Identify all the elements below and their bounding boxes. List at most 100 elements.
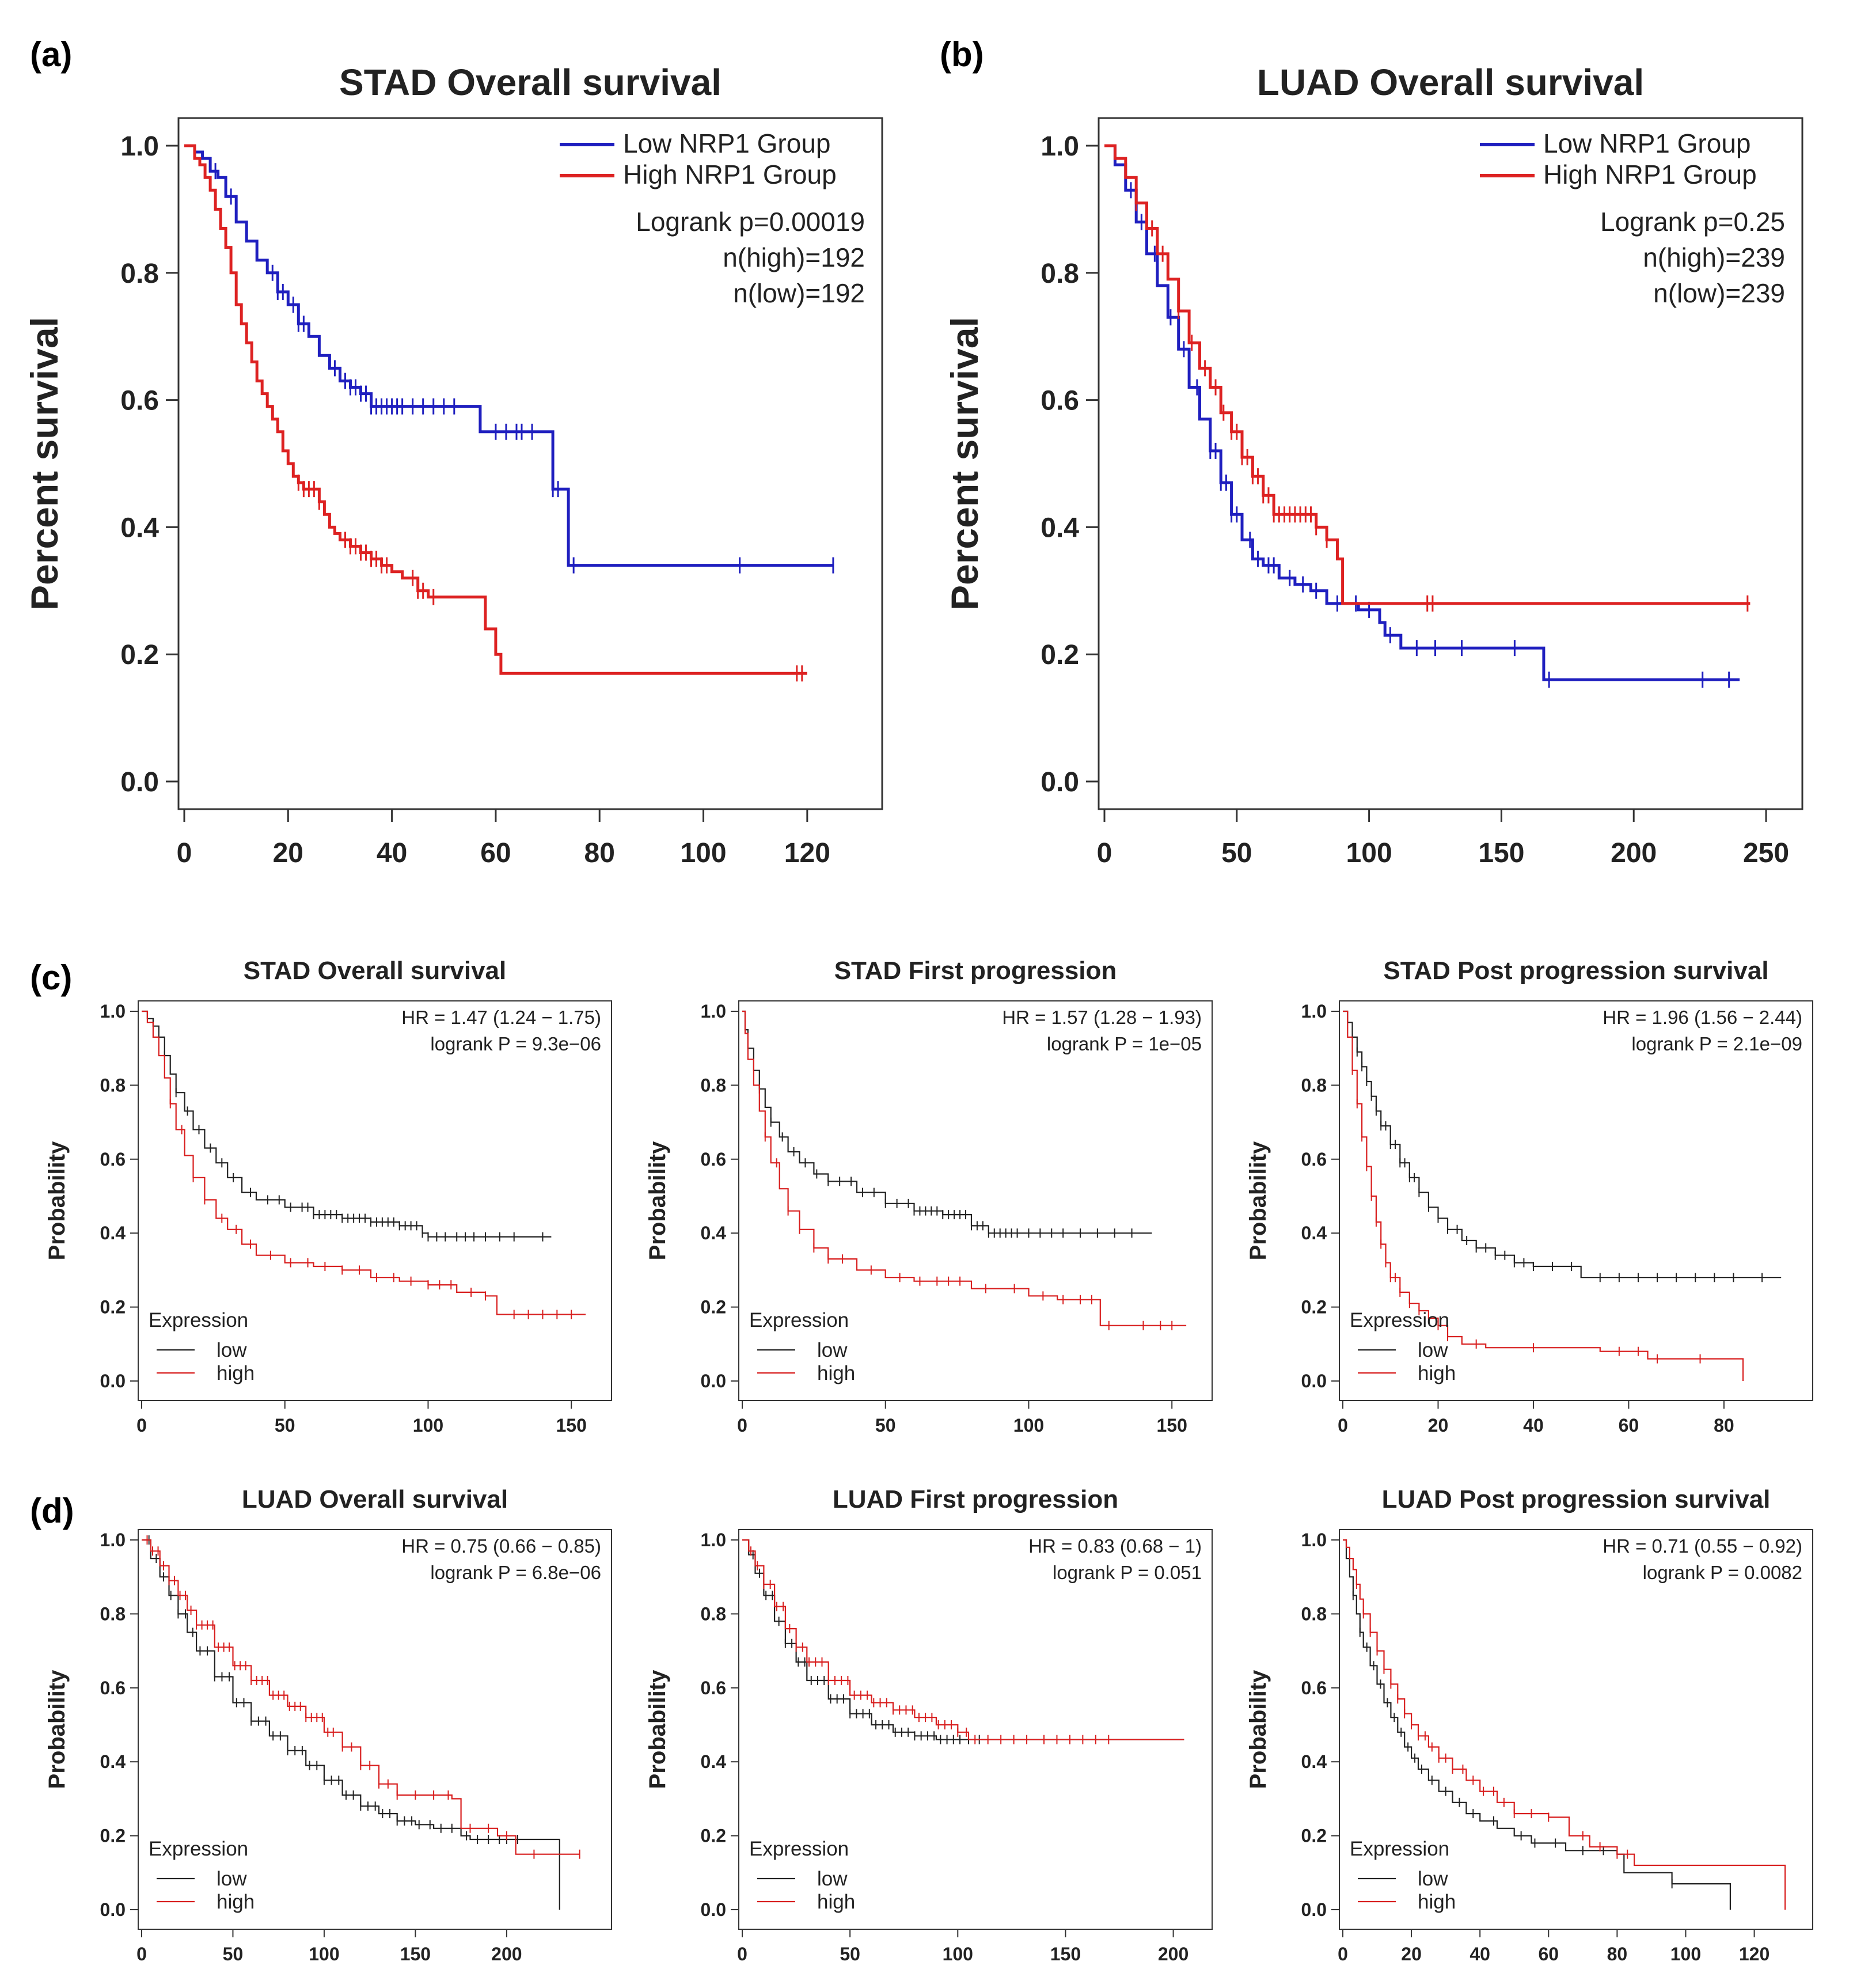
y-tick-label: 0.8	[100, 1075, 126, 1095]
x-tick-label: 150	[1050, 1944, 1081, 1964]
chart-title: STAD Post progression survival	[1383, 957, 1768, 985]
panel-label-a: (a)	[30, 35, 72, 74]
x-tick-label: 80	[1607, 1944, 1628, 1964]
y-tick-label: 0.2	[1041, 640, 1079, 670]
x-tick-label: 0	[1338, 1415, 1348, 1436]
x-tick-label: 200	[1611, 838, 1657, 868]
survival-curve	[742, 1010, 1187, 1326]
x-tick-label: 150	[1478, 838, 1524, 868]
stat-annotation: logrank P = 6.8e−06	[430, 1562, 601, 1583]
series-low	[142, 1535, 560, 1910]
y-tick-label: 0.8	[120, 259, 159, 289]
legend-label: High NRP1 Group	[1543, 160, 1757, 189]
legend-label: High NRP1 Group	[623, 160, 837, 189]
x-tick-label: 40	[1470, 1944, 1490, 1964]
x-tick-label: 150	[556, 1415, 587, 1436]
x-tick-label: 0	[136, 1944, 147, 1964]
plot-frame	[177, 117, 883, 810]
stat-annotation: n(high)=239	[1643, 242, 1785, 272]
y-tick-label: 0.4	[1301, 1751, 1327, 1772]
x-tick-label: 50	[840, 1944, 860, 1964]
survival-curve	[742, 1539, 1184, 1740]
y-axis-label: Probability	[44, 1670, 70, 1789]
x-tick-label: 0	[1338, 1944, 1348, 1964]
legend-title: Expression	[1350, 1309, 1449, 1331]
legend-label: low	[1418, 1868, 1448, 1890]
y-tick-label: 0.6	[100, 1678, 126, 1698]
stat-annotation: logrank P = 0.051	[1053, 1562, 1202, 1583]
x-tick-label: 100	[413, 1415, 443, 1436]
y-tick-label: 1.0	[100, 1001, 126, 1022]
y-axis-label: Probability	[44, 1141, 70, 1260]
stat-annotation: HR = 1.57 (1.28 − 1.93)	[1002, 1007, 1202, 1028]
x-tick-label: 0	[1097, 838, 1112, 868]
stat-annotation: logrank P = 2.1e−09	[1631, 1033, 1802, 1054]
legend-label: high	[1418, 1891, 1456, 1913]
chart-c1: STAD Overall survival 0.0 0.2 0.4 0.6 0.8 1.0 0…	[44, 957, 612, 1436]
y-tick-label: 0.0	[1301, 1899, 1327, 1920]
series-high	[1343, 1539, 1786, 1910]
y-axis-label: Probability	[645, 1670, 670, 1789]
x-tick-label: 80	[584, 838, 615, 868]
plot-frame	[1339, 1000, 1813, 1401]
series-low	[1343, 1539, 1731, 1910]
y-tick-label: 0.8	[100, 1603, 126, 1624]
stat-annotation: logrank P = 0.0082	[1643, 1562, 1802, 1583]
y-tick-label: 0.0	[1041, 767, 1079, 798]
legend-title: Expression	[1350, 1838, 1449, 1860]
chart-d3: LUAD Post progression survival 0.0 0.2 0.4 0…	[1246, 1485, 1813, 1964]
x-tick-label: 20	[1428, 1415, 1449, 1436]
series-high-nrp1-group	[1104, 144, 1751, 612]
legend-label: high	[817, 1891, 855, 1913]
y-tick-label: 0.0	[120, 767, 159, 798]
x-tick-label: 100	[943, 1944, 973, 1964]
chart-c2: STAD First progression 0.0 0.2 0.4 0.6 0.8 1.0…	[645, 957, 1213, 1436]
x-tick-label: 0	[737, 1944, 747, 1964]
x-tick-label: 200	[1158, 1944, 1188, 1964]
y-tick-label: 0.0	[100, 1899, 126, 1920]
legend-label: Low NRP1 Group	[623, 128, 831, 158]
y-tick-label: 0.6	[1301, 1678, 1327, 1698]
stat-annotation: Logrank p=0.25	[1600, 207, 1785, 237]
legend-label: low	[217, 1339, 247, 1361]
series-high	[742, 1010, 1187, 1330]
y-tick-label: 0.4	[1041, 513, 1079, 543]
legend-title: Expression	[149, 1838, 248, 1860]
plot-frame	[1339, 1529, 1813, 1930]
stat-annotation: logrank P = 1e−05	[1047, 1033, 1202, 1054]
series-high	[1343, 1010, 1744, 1381]
y-tick-label: 0.8	[1041, 259, 1079, 289]
y-tick-label: 0.6	[1301, 1149, 1327, 1170]
x-tick-label: 150	[400, 1944, 431, 1964]
series-high-nrp1-group	[184, 144, 807, 682]
legend-title: Expression	[749, 1838, 849, 1860]
x-tick-label: 0	[737, 1415, 747, 1436]
series-low-nrp1-group	[1104, 144, 1740, 688]
panel-label-c: (c)	[30, 958, 72, 997]
chart-title: LUAD First progression	[833, 1485, 1118, 1513]
survival-curve	[1343, 1539, 1786, 1910]
y-tick-label: 0.4	[701, 1223, 727, 1243]
y-axis-label: Probability	[1246, 1141, 1271, 1260]
x-tick-label: 50	[275, 1415, 295, 1436]
survival-curve	[142, 1539, 580, 1855]
y-tick-label: 0.6	[100, 1149, 126, 1170]
y-tick-label: 1.0	[1301, 1001, 1327, 1022]
x-tick-label: 40	[377, 838, 407, 868]
survival-curve	[184, 144, 807, 675]
chart-a: STAD Overall survival 0.0 0.2 0.4 0.6 0.8 1.0 0…	[23, 62, 883, 868]
y-tick-label: 0.8	[1301, 1603, 1327, 1624]
chart-d1: LUAD Overall survival 0.0 0.2 0.4 0.6 0.8 1.0 0…	[44, 1485, 612, 1964]
y-tick-label: 0.4	[100, 1223, 126, 1243]
y-tick-label: 0.2	[100, 1826, 126, 1846]
legend-label: Low NRP1 Group	[1543, 128, 1751, 158]
chart-title: LUAD Overall survival	[242, 1485, 508, 1513]
plot-frame	[138, 1000, 612, 1401]
y-tick-label: 1.0	[1301, 1530, 1327, 1550]
chart-title: STAD First progression	[834, 957, 1117, 985]
y-tick-label: 0.0	[701, 1371, 726, 1391]
x-tick-label: 80	[1714, 1415, 1734, 1436]
y-tick-label: 1.0	[701, 1530, 726, 1550]
chart-title: STAD Overall survival	[244, 957, 507, 985]
stat-annotation: Logrank p=0.00019	[636, 207, 865, 237]
